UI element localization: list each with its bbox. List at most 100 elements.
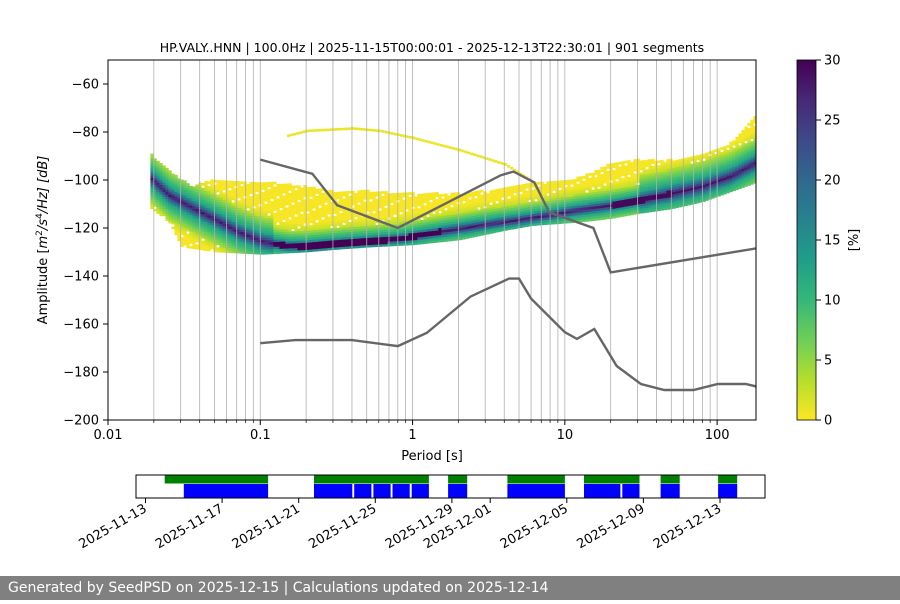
psd-cell: [453, 209, 457, 212]
psd-cell: [582, 214, 586, 218]
psd-cell: [177, 231, 181, 234]
psd-cell: [438, 220, 442, 224]
psd-cell: [441, 201, 445, 204]
psd-cell: [273, 239, 277, 242]
psd-cell: [159, 182, 163, 185]
psd-cell: [186, 236, 190, 239]
psd-cell: [741, 173, 745, 176]
psd-cell: [747, 161, 751, 165]
psd-cell: [255, 215, 259, 219]
psd-cell: [225, 192, 229, 196]
psd-cell: [606, 206, 610, 210]
psd-cell: [633, 207, 637, 210]
psd-cell: [306, 232, 310, 236]
psd-cell: [714, 194, 718, 198]
psd-cell: [726, 164, 730, 167]
psd-cell: [528, 211, 532, 215]
psd-cell: [570, 179, 574, 183]
psd-cell: [651, 173, 655, 176]
psd-cell: [591, 218, 595, 222]
psd-cell: [168, 206, 172, 209]
psd-cell: [558, 194, 562, 198]
psd-cell: [339, 225, 343, 228]
psd-cell: [180, 184, 184, 188]
psd-cell: [303, 204, 307, 207]
psd-cell: [594, 213, 598, 216]
psd-cell: [225, 190, 229, 193]
psd-cell: [603, 214, 607, 218]
psd-cell: [519, 215, 523, 219]
psd-cell: [279, 236, 283, 240]
psd-cell: [522, 195, 526, 199]
psd-cell: [351, 229, 355, 232]
psd-cell: [687, 185, 691, 189]
psd-cell: [732, 157, 736, 160]
psd-cell: [522, 191, 526, 194]
psd-cell: [618, 202, 622, 206]
psd-cell: [525, 202, 529, 206]
psd-cell: [582, 183, 586, 186]
psd-cell: [464, 150, 468, 154]
psd-cell: [564, 182, 568, 186]
psd-cell: [657, 186, 661, 190]
psd-cell: [582, 209, 586, 213]
psd-cell: [222, 238, 226, 241]
psd-cell: [333, 206, 337, 210]
psd-cell: [516, 192, 520, 195]
psd-cell: [447, 197, 451, 201]
psd-cell: [615, 198, 619, 201]
psd-cell: [687, 202, 691, 206]
psd-cell: [429, 219, 433, 222]
psd-cell: [210, 203, 214, 207]
psd-cell: [543, 186, 547, 189]
psd-cell: [744, 126, 748, 130]
psd-cell: [498, 200, 502, 204]
psd-cell: [654, 201, 658, 205]
psd-cell: [282, 226, 286, 230]
psd-cell: [360, 202, 364, 205]
psd-cell: [471, 234, 475, 238]
psd-cell: [309, 210, 313, 214]
psd-cell: [489, 226, 493, 229]
psd-cell: [302, 130, 306, 134]
psd-cell: [639, 174, 643, 178]
psd-cell: [489, 195, 493, 198]
psd-cell: [264, 235, 268, 238]
psd-cell: [432, 192, 436, 195]
psd-cell: [333, 220, 337, 224]
psd-cell: [531, 201, 535, 205]
psd-cell: [159, 170, 163, 173]
psd-cell: [504, 228, 508, 231]
psd-cell: [231, 190, 235, 194]
psd-cell: [615, 200, 619, 204]
psd-cell: [414, 203, 418, 207]
psd-cell: [420, 229, 424, 233]
psd-cell: [273, 244, 277, 247]
psd-cell: [384, 236, 388, 240]
psd-cell: [657, 167, 661, 171]
psd-cell: [417, 227, 421, 231]
psd-cell: [171, 185, 175, 189]
psd-cell: [195, 230, 199, 233]
psd-cell: [360, 242, 364, 246]
psd-cell: [330, 204, 334, 207]
psd-cell: [453, 192, 457, 196]
psd-cell: [579, 197, 583, 201]
psd-cell: [612, 177, 616, 180]
psd-cell: [672, 198, 676, 202]
psd-cell: [555, 221, 559, 225]
psd-cell: [573, 212, 577, 216]
psd-cell: [432, 237, 436, 241]
psd-cell: [201, 245, 205, 249]
psd-cell: [495, 203, 499, 207]
psd-cell: [423, 219, 427, 223]
psd-cell: [513, 190, 517, 194]
psd-cell: [285, 197, 289, 201]
psd-cell: [414, 232, 418, 236]
psd-cell: [366, 228, 370, 231]
psd-cell: [402, 233, 406, 236]
psd-cell: [376, 129, 379, 132]
psd-cell: [582, 197, 586, 201]
psd-cell: [300, 209, 304, 212]
psd-cell: [537, 198, 541, 202]
